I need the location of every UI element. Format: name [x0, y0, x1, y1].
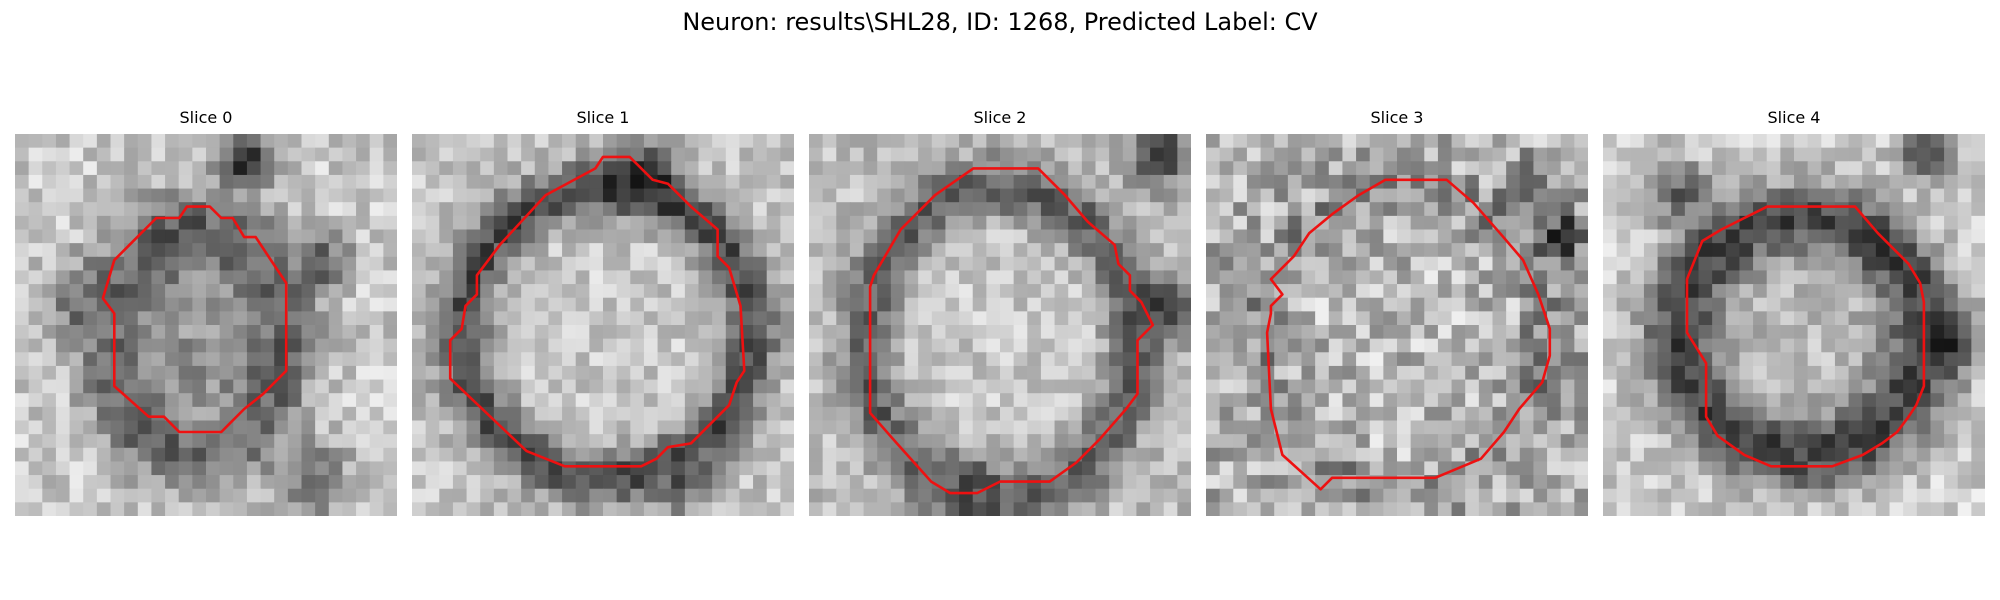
panel-title-slice-1: Slice 1 — [412, 108, 794, 128]
slice-1-image — [412, 134, 794, 516]
figure-title: Neuron: results\SHL28, ID: 1268, Predict… — [0, 6, 2000, 38]
slice-3-image — [1206, 134, 1588, 516]
slice-0-image — [15, 134, 397, 516]
panel-title-slice-4: Slice 4 — [1603, 108, 1985, 128]
slice-4-image — [1603, 134, 1985, 516]
panel-title-slice-3: Slice 3 — [1206, 108, 1588, 128]
panel-title-slice-0: Slice 0 — [15, 108, 397, 128]
panel-title-slice-2: Slice 2 — [809, 108, 1191, 128]
slice-2-image — [809, 134, 1191, 516]
